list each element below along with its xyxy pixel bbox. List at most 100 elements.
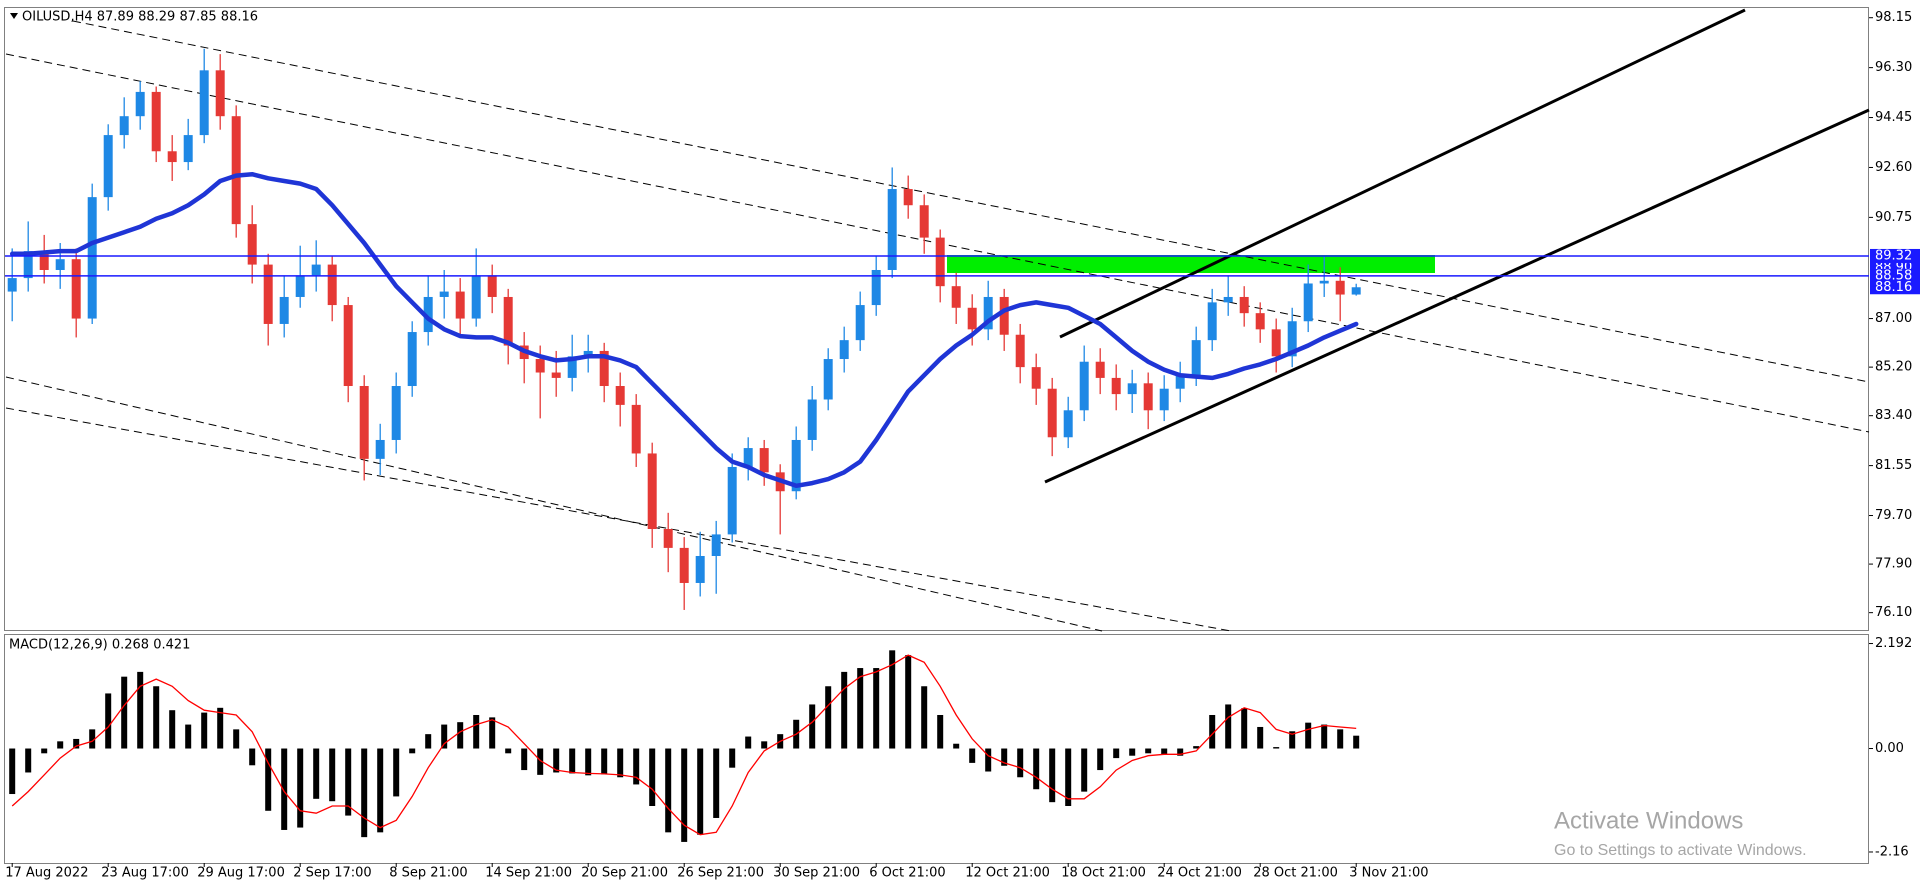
candle-body (327, 264, 337, 306)
macd-bar (25, 748, 32, 773)
macd-bar (553, 748, 560, 773)
candle-body (1191, 340, 1201, 376)
candle-body (455, 291, 465, 319)
macd-bar (1321, 724, 1328, 749)
candle-body (1031, 367, 1041, 389)
y-tick-label: 81.55 (1875, 458, 1912, 473)
macd-bar (457, 722, 464, 749)
candle-body (1255, 313, 1265, 330)
candle-body (807, 399, 817, 440)
price-label: 88.16 (1875, 280, 1912, 295)
macd-bar (233, 729, 240, 749)
macd-bar (9, 748, 16, 795)
macd-bar (617, 748, 624, 778)
candle-body (839, 340, 849, 360)
candle-body (167, 151, 177, 163)
macd-title: MACD(12,26,9) 0.268 0.421 (9, 638, 190, 653)
candle-body (855, 305, 865, 341)
macd-bar (521, 748, 528, 771)
candle-body (583, 350, 593, 357)
candle-body (391, 386, 401, 440)
candle-body (999, 296, 1009, 335)
macd-bar (329, 748, 336, 802)
candle-body (1223, 296, 1233, 303)
macd-bar (1081, 748, 1088, 792)
macd-bar (1017, 748, 1024, 778)
channel-line (5, 376, 1103, 632)
candle-body (7, 278, 17, 292)
macd-bar (441, 724, 448, 749)
macd-bar (1161, 748, 1168, 755)
candle-body (39, 251, 49, 270)
candle-body (935, 237, 945, 287)
candle-body (423, 296, 433, 333)
macd-bar (1305, 722, 1312, 749)
candle-body (679, 547, 689, 583)
macd-bar (1145, 748, 1152, 754)
macd-bar (953, 743, 960, 749)
macd-bar (393, 748, 400, 797)
candle-body (487, 275, 497, 297)
macd-bar (1033, 748, 1040, 790)
y-tick-label: 77.90 (1875, 557, 1912, 572)
macd-bar (1097, 748, 1104, 771)
x-tick-label: 8 Sep 21:00 (389, 866, 468, 881)
macd-bar (969, 748, 976, 763)
macd-bar (137, 671, 144, 749)
candle-body (551, 372, 561, 378)
candle-body (727, 466, 737, 535)
candle-body (1207, 302, 1217, 341)
macd-bar (249, 748, 256, 766)
candle-body (1175, 375, 1185, 389)
candle-body (1287, 321, 1297, 357)
macd-bar (345, 748, 352, 816)
candle-body (407, 332, 417, 387)
x-tick-label: 28 Oct 21:00 (1253, 866, 1338, 881)
candle-body (1319, 280, 1329, 284)
signal-line (11, 654, 1357, 836)
price-label-box (1870, 248, 1920, 263)
candle-body (919, 205, 929, 238)
macd-bar (57, 741, 64, 749)
candle-body (983, 296, 993, 330)
macd-bar (217, 707, 224, 749)
candle-body (743, 448, 753, 467)
candle-body (1063, 410, 1073, 438)
y-tick-label: 94.45 (1875, 110, 1912, 125)
macd-bar (1193, 746, 1200, 749)
candle-body (183, 135, 193, 163)
x-tick-label: 14 Sep 21:00 (485, 866, 572, 881)
macd-bar (1353, 735, 1360, 749)
macd-bar (473, 714, 480, 749)
trend-line (1044, 108, 1870, 484)
macd-bar (169, 710, 176, 749)
moving-average (9, 171, 1359, 489)
candle-body (295, 275, 305, 297)
candle-body (247, 224, 257, 265)
macd-bar (649, 748, 656, 806)
candle-body (1047, 388, 1057, 438)
x-tick-label: 6 Oct 21:00 (869, 866, 945, 881)
macd-bar (1113, 748, 1120, 759)
candle-body (615, 386, 625, 405)
macd-bar (489, 717, 496, 749)
candle-body (1303, 283, 1313, 322)
candle-body (119, 116, 129, 136)
macd-bar (1289, 731, 1296, 749)
candle-body (311, 264, 321, 276)
macd-bar (377, 748, 384, 833)
candle-body (231, 116, 241, 225)
y-tick-label: 85.20 (1875, 360, 1912, 375)
macd-bar (1129, 748, 1136, 756)
x-tick-label: 18 Oct 21:00 (1061, 866, 1146, 881)
candle-body (343, 305, 353, 387)
x-tick-label: 2 Sep 17:00 (293, 866, 372, 881)
macd-bar (1241, 708, 1248, 749)
price-label-box (1870, 280, 1920, 295)
watermark-subtitle: Go to Settings to activate Windows. (1554, 842, 1807, 859)
menu-triangle (10, 13, 18, 19)
macd-bar (1001, 748, 1008, 766)
macd-bar (905, 655, 912, 749)
